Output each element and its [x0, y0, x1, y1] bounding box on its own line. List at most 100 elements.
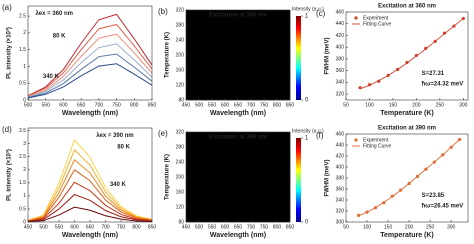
y-tick-label: 360 [336, 186, 345, 192]
heat-cell [283, 47, 291, 63]
heat-cell [283, 132, 291, 140]
heat-cell [244, 10, 258, 18]
chart-title: Excitation at 390 nm [378, 126, 436, 132]
heat-cell [231, 92, 245, 101]
legend-label: Fitting Curve [363, 143, 392, 149]
heat-cell [192, 47, 206, 63]
heat-cell [192, 17, 206, 33]
x-tick-label: 50 [343, 102, 349, 108]
legend-label: Experiment [363, 15, 389, 21]
heat-cell [244, 32, 258, 48]
spectrum-line [27, 13, 153, 97]
heat-cell [231, 154, 245, 170]
heat-cell [231, 47, 245, 63]
heat-cell [283, 62, 291, 78]
heat-cell [244, 184, 258, 200]
data-point [365, 210, 369, 214]
x-axis-label: Wavelength (nm) [62, 232, 118, 239]
x-tick-label: 750 [260, 224, 269, 230]
heat-cell [205, 199, 219, 215]
heat-cell [283, 139, 291, 155]
fit-line [359, 18, 464, 90]
data-point [373, 206, 378, 210]
x-tick-label: 850 [148, 102, 157, 108]
heat-cell [244, 132, 258, 140]
y-tick-label: 320 [176, 129, 185, 135]
heat-cell [205, 169, 219, 185]
annotation: ħω=24.32 meV [422, 82, 464, 88]
heat-cell [283, 17, 291, 33]
data-point [414, 53, 418, 58]
y-tick-label: 240 [176, 37, 185, 43]
x-tick-label: 150 [384, 224, 393, 230]
x-axis-label: Wavelength (nm) [210, 232, 266, 239]
heat-cell [231, 62, 245, 78]
annotation: 80 K [53, 34, 66, 40]
x-tick-label: 650 [234, 102, 243, 108]
colorbar-label: Intensity (a.u.) [292, 6, 324, 12]
spectrum-line [27, 169, 153, 222]
spectrum-line [27, 23, 153, 97]
heat-cell [257, 132, 271, 140]
y-tick-label: 440 [336, 21, 345, 27]
legend-label: Fitting Curve [363, 21, 392, 27]
x-tick-label: 550 [208, 224, 217, 230]
heat-cell [186, 92, 193, 101]
heat-cell [192, 154, 206, 170]
y-tick-label: 240 [176, 159, 185, 165]
spectrum-line [27, 181, 153, 222]
heat-cell [231, 139, 245, 155]
heat-cell [186, 10, 193, 18]
heat-cell [218, 132, 232, 140]
heat-cell [270, 62, 284, 78]
x-tick-label: 750 [117, 224, 126, 230]
y-tick-label: 2.5 [19, 13, 26, 19]
spectrum-line [27, 63, 153, 99]
heat-cell [205, 77, 219, 93]
heat-cell [283, 154, 291, 170]
heat-cell [218, 77, 232, 93]
heat-cell [192, 214, 206, 223]
y-tick-label: 80 [178, 97, 184, 103]
heat-cell [257, 139, 271, 155]
heat-cell [218, 92, 232, 101]
data-point [377, 79, 381, 83]
colorbar-tick-label: 1 [305, 136, 309, 142]
heat-cell [270, 169, 284, 185]
heat-cell [205, 132, 219, 140]
heat-cell [231, 17, 245, 33]
heat-cell [186, 32, 193, 48]
plot-frame [345, 11, 469, 101]
heat-cell [192, 139, 206, 155]
y-tick-label: 440 [336, 142, 345, 148]
heat-cell [205, 10, 219, 18]
data-point [399, 188, 403, 192]
x-tick-label: 100 [363, 224, 372, 230]
heat-cell [257, 62, 271, 78]
y-tick-label: 360 [336, 68, 345, 74]
heat-cell [257, 47, 271, 63]
y-axis-label: FWHM (meV) [325, 160, 331, 197]
heat-cell [231, 77, 245, 93]
y-tick-label: 0.5 [19, 206, 26, 212]
heat-cell [192, 32, 206, 48]
data-point [442, 31, 447, 35]
heat-cell [283, 184, 291, 200]
y-tick-label: 2.5 [19, 154, 26, 160]
heat-cell [270, 17, 284, 33]
annotation: S=23.85 [422, 193, 445, 199]
heat-cell [231, 169, 245, 185]
heatmap-title: Excitation at 390 nm [209, 135, 267, 141]
spectrum-line [27, 53, 153, 99]
x-tick-label: 100 [365, 102, 374, 108]
data-point [424, 167, 428, 171]
data-point [390, 194, 394, 198]
data-point [396, 67, 400, 72]
spectrum-line [27, 159, 153, 222]
heat-cell [218, 17, 232, 33]
x-tick-label: 700 [95, 102, 104, 108]
heat-cell [186, 47, 193, 63]
heat-cell [218, 169, 232, 185]
x-tick-label: 550 [55, 224, 64, 230]
heat-cell [257, 184, 271, 200]
